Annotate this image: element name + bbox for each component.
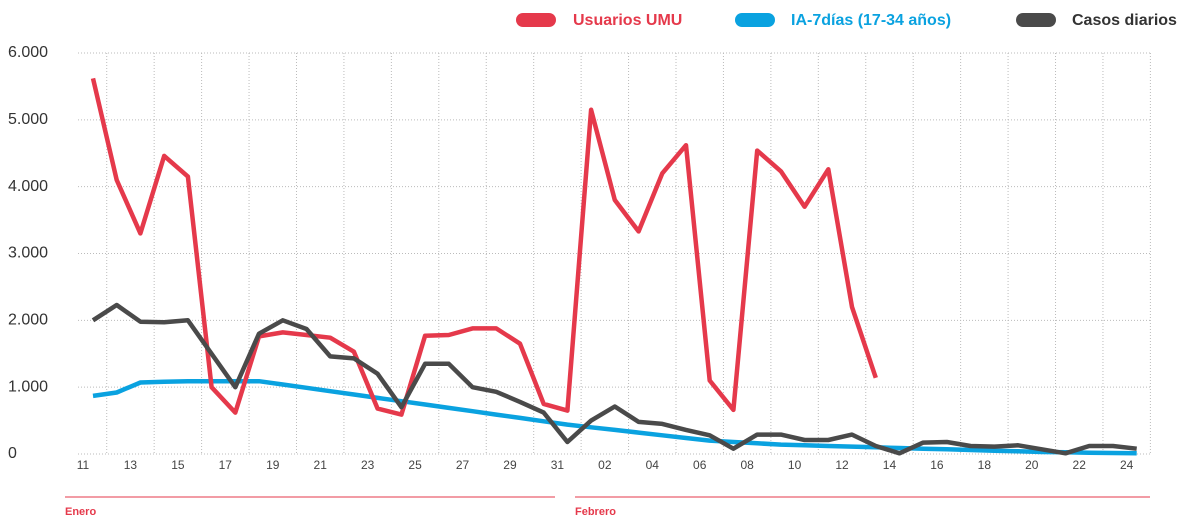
x-tick-label: 13 — [124, 458, 138, 472]
y-tick-label: 2.000 — [8, 312, 48, 329]
x-tick-label: 04 — [646, 458, 660, 472]
x-tick-label: 29 — [503, 458, 517, 472]
y-tick-label: 0 — [8, 445, 17, 462]
month-label: Febrero — [575, 506, 616, 518]
x-tick-label: 17 — [219, 458, 233, 472]
series-line — [92, 378, 1137, 456]
legend-label: IA-7días (17-34 años) — [791, 12, 951, 29]
x-tick-label: 18 — [978, 458, 992, 472]
legend-swatch — [735, 13, 775, 27]
x-tick-label: 23 — [361, 458, 375, 472]
legend-label: Usuarios UMU — [573, 12, 682, 29]
x-tick-label: 02 — [598, 458, 612, 472]
x-tick-label: 27 — [456, 458, 470, 472]
month-label: Enero — [65, 506, 96, 518]
x-tick-label: 14 — [883, 458, 897, 472]
x-tick-label: 06 — [693, 458, 707, 472]
x-tick-label: 24 — [1120, 458, 1134, 472]
x-tick-label: 16 — [930, 458, 944, 472]
y-tick-label: 4.000 — [8, 178, 48, 195]
x-tick-label: 11 — [77, 458, 90, 472]
legend-label: Casos diarios — [1072, 12, 1177, 29]
x-tick-label: 20 — [1025, 458, 1039, 472]
series-line — [90, 77, 878, 417]
x-tick-label: 08 — [740, 458, 754, 472]
x-tick-label: 25 — [408, 458, 422, 472]
x-tick-label: 21 — [314, 458, 328, 472]
x-tick-label: 19 — [266, 458, 280, 472]
x-tick-label: 12 — [835, 458, 849, 472]
x-tick-label: 31 — [551, 458, 565, 472]
y-tick-label: 3.000 — [8, 245, 48, 262]
x-tick-label: 22 — [1073, 458, 1087, 472]
y-tick-label: 6.000 — [8, 44, 48, 61]
legend-swatch — [1016, 13, 1056, 27]
y-tick-label: 1.000 — [8, 378, 48, 395]
x-tick-label: 15 — [171, 458, 185, 472]
x-tick-label: 10 — [788, 458, 802, 472]
series-line — [91, 302, 1137, 456]
legend-swatch — [516, 13, 556, 27]
y-tick-label: 5.000 — [8, 111, 48, 128]
